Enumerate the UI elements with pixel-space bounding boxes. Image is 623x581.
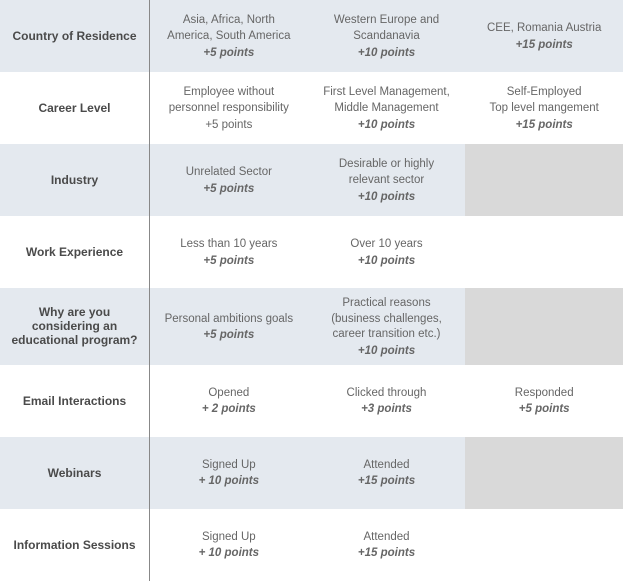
- cell-description: Signed Up: [202, 530, 256, 546]
- cell-points: + 10 points: [199, 547, 259, 559]
- table-cell: Practical reasons (business challenges, …: [308, 288, 466, 365]
- cell-description: CEE, Romania Austria: [487, 21, 601, 37]
- cell-points: + 2 points: [202, 403, 256, 415]
- row-header: Information Sessions: [0, 509, 150, 581]
- cell-description: Less than 10 years: [180, 237, 277, 253]
- table-cell: Attended+15 points: [308, 437, 466, 509]
- table-cell: [465, 144, 623, 216]
- table-cell: Opened+ 2 points: [150, 365, 308, 437]
- table-cell: Desirable or highly relevant sector +10 p…: [308, 144, 466, 216]
- cell-points: +5 points: [203, 255, 254, 267]
- table-row: Career Level Employee without personnel r…: [0, 72, 623, 144]
- scoring-table: Country of Residence Asia, Africa, North …: [0, 0, 623, 581]
- cell-description: Attended: [363, 458, 409, 474]
- cell-points: +5 points: [205, 119, 252, 131]
- table-cell: [465, 216, 623, 288]
- table-cell: Attended+15 points: [308, 509, 466, 581]
- table-cell: Employee without personnel responsibilit…: [150, 72, 308, 144]
- cell-description: Over 10 years: [350, 237, 422, 253]
- table-cell: Asia, Africa, North America, South Ameri…: [150, 0, 308, 72]
- cell-description: Western Europe and Scandanavia: [318, 13, 456, 44]
- cell-description: Desirable or highly relevant sector: [318, 157, 456, 188]
- table-cell: [465, 509, 623, 581]
- table-row: Email InteractionsOpened+ 2 pointsClicke…: [0, 365, 623, 437]
- row-header: Country of Residence: [0, 0, 150, 72]
- cell-points: +5 points: [519, 403, 570, 415]
- table-cell: Personal ambitions goals+5 points: [150, 288, 308, 365]
- cell-description: Personal ambitions goals: [165, 312, 294, 328]
- table-cell: Western Europe and Scandanavia +10 points: [308, 0, 466, 72]
- table-row: Information SessionsSigned Up+ 10 points…: [0, 509, 623, 581]
- cell-points: +5 points: [203, 47, 254, 59]
- table-cell: Signed Up+ 10 points: [150, 437, 308, 509]
- cell-description: First Level Management, Middle Managemen…: [318, 85, 456, 116]
- cell-points: +10 points: [358, 255, 415, 267]
- table-cell: First Level Management, Middle Managemen…: [308, 72, 466, 144]
- cell-points: +10 points: [358, 345, 415, 357]
- cell-description: Signed Up: [202, 458, 256, 474]
- table-row: Country of Residence Asia, Africa, North …: [0, 0, 623, 72]
- row-header: Career Level: [0, 72, 150, 144]
- cell-points: +15 points: [358, 475, 415, 487]
- table-row: Work Experience Less than 10 years +5 poin…: [0, 216, 623, 288]
- table-row: Why are you considering an educational p…: [0, 288, 623, 365]
- table-cell: Over 10 years +10 points: [308, 216, 466, 288]
- table-cell: Signed Up+ 10 points: [150, 509, 308, 581]
- cell-points: +15 points: [358, 547, 415, 559]
- cell-description: Unrelated Sector: [186, 165, 272, 181]
- cell-description: Self-EmployedTop level mangement: [490, 85, 599, 116]
- table-cell: Responded+5 points: [465, 365, 623, 437]
- table-row: Industry Unrelated Sector +5 points Desirab…: [0, 144, 623, 216]
- cell-points: +10 points: [358, 47, 415, 59]
- cell-points: +15 points: [516, 39, 573, 51]
- table-cell: Self-EmployedTop level mangement +15 poin…: [465, 72, 623, 144]
- table-cell: [465, 437, 623, 509]
- row-header: Industry: [0, 144, 150, 216]
- cell-points: +3 points: [361, 403, 412, 415]
- row-header: Work Experience: [0, 216, 150, 288]
- cell-points: +10 points: [358, 191, 415, 203]
- row-header: Why are you considering an educational p…: [0, 288, 150, 365]
- cell-points: +10 points: [358, 119, 415, 131]
- cell-points: +5 points: [203, 183, 254, 195]
- cell-description: Asia, Africa, North America, South Ameri…: [160, 13, 298, 44]
- table-cell: [465, 288, 623, 365]
- table-cell: CEE, Romania Austria +15 points: [465, 0, 623, 72]
- cell-points: +15 points: [516, 119, 573, 131]
- table-cell: Clicked through+3 points: [308, 365, 466, 437]
- cell-description: Clicked through: [347, 386, 427, 402]
- cell-description: Responded: [515, 386, 574, 402]
- table-row: WebinarsSigned Up+ 10 pointsAttended+15 …: [0, 437, 623, 509]
- cell-points: +5 points: [203, 329, 254, 341]
- row-header: Email Interactions: [0, 365, 150, 437]
- cell-description: Employee without personnel responsibilit…: [160, 85, 298, 116]
- table-cell: Less than 10 years +5 points: [150, 216, 308, 288]
- row-header: Webinars: [0, 437, 150, 509]
- cell-points: + 10 points: [199, 475, 259, 487]
- cell-description: Opened: [208, 386, 249, 402]
- cell-description: Practical reasons (business challenges, …: [318, 296, 456, 343]
- cell-description: Attended: [363, 530, 409, 546]
- table-cell: Unrelated Sector +5 points: [150, 144, 308, 216]
